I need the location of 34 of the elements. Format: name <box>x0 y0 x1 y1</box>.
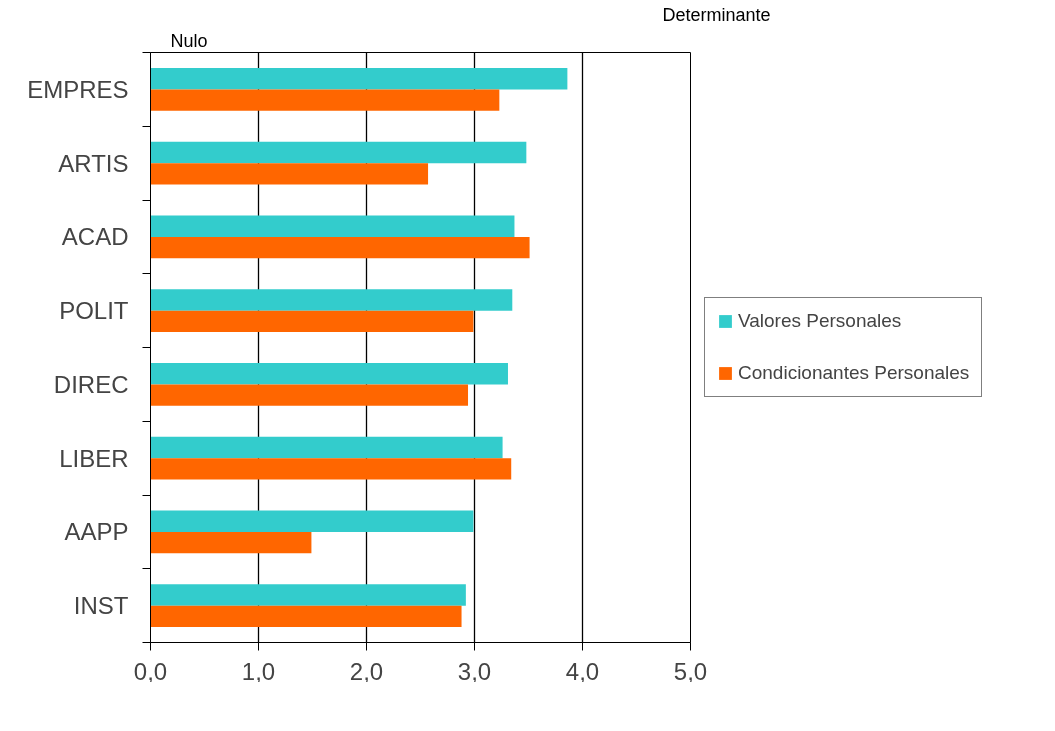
y-tick-label: ARTIS <box>58 149 129 177</box>
bar <box>150 605 462 628</box>
bar <box>150 163 429 185</box>
y-tick-label: POLIT <box>59 297 129 325</box>
bar <box>150 67 568 90</box>
bar <box>150 384 469 406</box>
x-tick-label: 0,0 <box>133 657 168 685</box>
bar <box>150 310 474 333</box>
bar <box>150 215 515 237</box>
legend-label: Condicionantes Personales <box>738 362 970 384</box>
legend-label: Valores Personales <box>738 310 902 332</box>
x-tick-label: 5,0 <box>673 657 708 685</box>
bar <box>150 531 312 554</box>
x-tick-label: 2,0 <box>349 657 384 685</box>
bar <box>150 362 508 385</box>
bar <box>150 289 513 311</box>
x-tick-label: 4,0 <box>565 657 600 685</box>
y-tick-label: LIBER <box>59 444 129 472</box>
bar <box>150 236 530 259</box>
text: Determinante <box>662 4 771 25</box>
y-tick-label: EMPRES <box>27 75 129 103</box>
bar <box>150 141 527 164</box>
y-tick-label: DIREC <box>53 370 129 398</box>
x-tick-label: 1,0 <box>241 657 276 685</box>
bar <box>150 510 474 532</box>
x-tick-label: 3,0 <box>457 657 492 685</box>
text: Nulo <box>170 30 208 51</box>
y-tick-label: ACAD <box>61 223 129 251</box>
bar <box>150 89 500 111</box>
y-tick-label: AAPP <box>64 518 129 546</box>
bar <box>150 584 466 606</box>
bar <box>150 436 503 459</box>
bar <box>150 458 512 480</box>
y-tick-label: INST <box>73 592 129 620</box>
